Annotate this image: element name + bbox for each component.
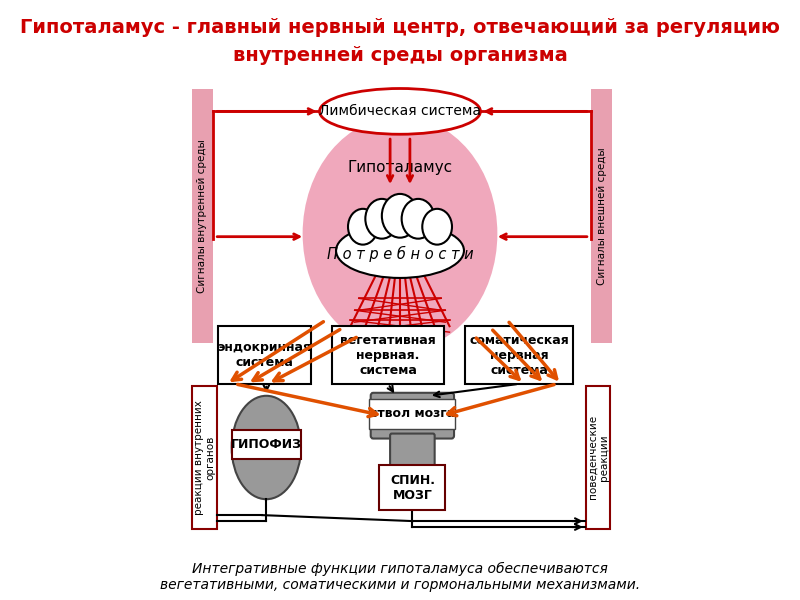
Text: ГИПОФИЗ: ГИПОФИЗ [231, 438, 302, 451]
Circle shape [422, 209, 452, 245]
Text: поведенческие
реакции: поведенческие реакции [587, 415, 609, 499]
FancyBboxPatch shape [390, 434, 434, 492]
Circle shape [302, 116, 498, 351]
Text: П о т р е б н о с т и: П о т р е б н о с т и [326, 245, 474, 262]
Text: Интегративные функции гипоталамуса обеспечиваются
вегетативными, соматическими и: Интегративные функции гипоталамуса обесп… [160, 562, 640, 592]
Bar [332, 326, 444, 384]
Bar [586, 386, 610, 529]
Bar [192, 89, 213, 343]
Bar [370, 399, 455, 428]
Text: эндокринная
система: эндокринная система [218, 341, 312, 369]
Ellipse shape [336, 223, 464, 278]
Circle shape [366, 199, 398, 239]
Text: соматическая
нервная
система: соматическая нервная система [470, 334, 569, 377]
Bar [192, 386, 217, 529]
Circle shape [382, 194, 418, 238]
Bar [465, 326, 574, 384]
Circle shape [348, 209, 378, 245]
Bar [232, 430, 301, 460]
Circle shape [402, 199, 434, 239]
FancyBboxPatch shape [370, 393, 454, 439]
Text: ствол мозга: ствол мозга [370, 407, 455, 420]
Bar [218, 326, 311, 384]
Text: Сигналы внутренней среды: Сигналы внутренней среды [198, 139, 207, 293]
Text: Сигналы внешней среды: Сигналы внешней среды [597, 148, 606, 285]
Text: Гипоталамус: Гипоталамус [347, 160, 453, 175]
Bar [591, 89, 612, 343]
Text: Гипоталамус - главный нервный центр, отвечающий за регуляцию: Гипоталамус - главный нервный центр, отв… [20, 18, 780, 37]
Ellipse shape [232, 396, 301, 499]
Text: вегетативная
нервная.
система: вегетативная нервная. система [340, 334, 436, 377]
Bar [379, 466, 446, 510]
Ellipse shape [319, 89, 481, 134]
Text: Лимбическая система: Лимбическая система [319, 104, 481, 118]
Text: СПИН.
МОЗГ: СПИН. МОЗГ [390, 474, 435, 502]
Text: внутренней среды организма: внутренней среды организма [233, 46, 567, 65]
Text: реакции внутренних
органов: реакции внутренних органов [194, 400, 215, 515]
